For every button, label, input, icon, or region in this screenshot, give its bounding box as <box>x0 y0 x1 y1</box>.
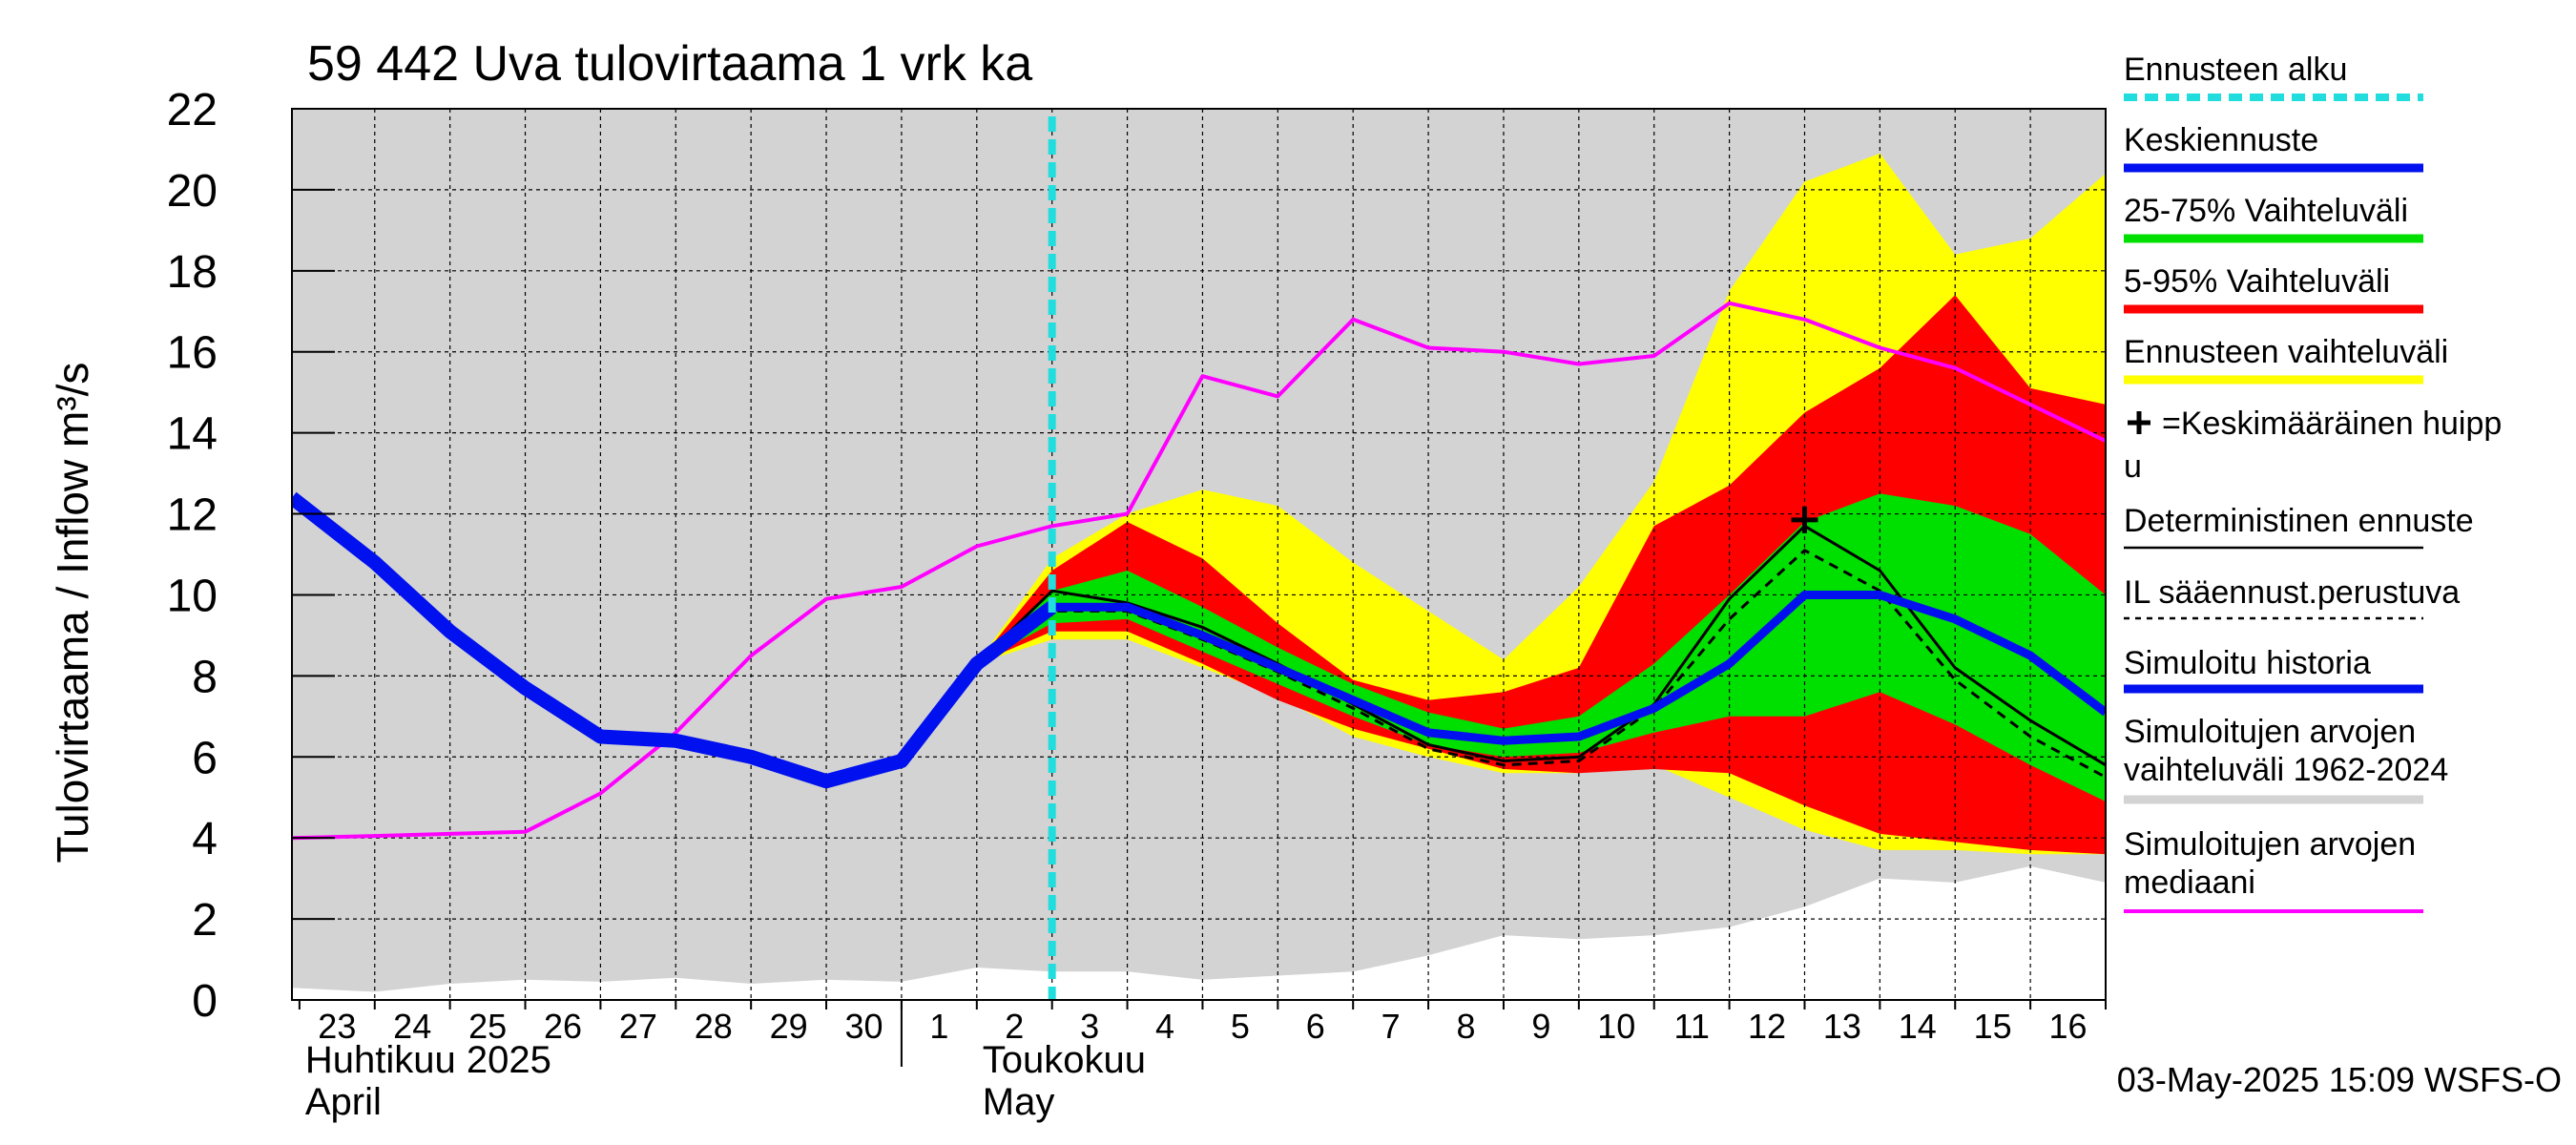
month-label-en: April <box>305 1081 382 1123</box>
legend-label: Keskiennuste <box>2124 122 2318 158</box>
x-tick-label: 15 <box>1974 1007 2012 1046</box>
legend-label: IL sääennust.perustuva <box>2124 574 2460 611</box>
x-tick-label: 16 <box>2049 1007 2088 1046</box>
il-forecast-line <box>975 548 2106 779</box>
p25-75-band <box>976 493 2106 802</box>
p5-95-band <box>976 295 2106 855</box>
plot-area <box>292 109 2106 1000</box>
median-line <box>292 301 2106 841</box>
x-tick-label: 9 <box>1531 1007 1550 1046</box>
y-axis-label: Tulovirtaama / Inflow m³/s <box>48 363 97 864</box>
legend-label: mediaani <box>2124 864 2255 901</box>
x-tick-label: 24 <box>393 1007 431 1046</box>
y-tick-label: 0 <box>192 976 218 1027</box>
y-tick-label: 8 <box>192 652 218 702</box>
chart-title: 59 442 Uva tulovirtaama 1 vrk ka <box>307 36 1032 92</box>
x-tick-label: 30 <box>844 1007 883 1046</box>
x-tick-label: 2 <box>1005 1007 1024 1046</box>
mean-forecast-line <box>974 591 2106 745</box>
legend-label: Deterministinen ennuste <box>2124 503 2474 539</box>
x-tick-label: 27 <box>619 1007 657 1046</box>
legend-label: Simuloitu historia <box>2124 645 2371 681</box>
x-tick-label: 7 <box>1381 1007 1401 1046</box>
legend-swatch-peak <box>2128 411 2150 434</box>
y-tick-label: 14 <box>167 409 218 460</box>
mean-peak-marker <box>1791 506 1818 533</box>
simulated-history-line <box>292 491 1057 789</box>
y-tick-label: 4 <box>192 814 218 864</box>
x-tick-label: 13 <box>1823 1007 1861 1046</box>
x-tick-label: 8 <box>1457 1007 1476 1046</box>
y-tick-label: 20 <box>167 166 218 217</box>
x-tick-label: 12 <box>1748 1007 1786 1046</box>
x-tick-label: 25 <box>468 1007 507 1046</box>
x-tick-label: 26 <box>544 1007 582 1046</box>
legend-label: 5-95% Vaihteluväli <box>2124 263 2390 300</box>
legend-label: 25-75% Vaihteluväli <box>2124 193 2408 229</box>
x-tick-label: 1 <box>929 1007 948 1046</box>
x-tick-label: 10 <box>1597 1007 1635 1046</box>
legend-label: Simuloitujen arvojen <box>2124 826 2416 863</box>
y-tick-label: 10 <box>167 571 218 621</box>
month-label-en: May <box>983 1081 1055 1123</box>
legend-label: =Keskimääräinen huipp <box>2162 406 2502 442</box>
legend-label: u <box>2124 448 2142 485</box>
legend-label: vaihteluväli 1962-2024 <box>2124 752 2448 788</box>
plot-frame <box>291 108 2107 1001</box>
y-tick-label: 18 <box>167 247 218 298</box>
x-tick-label: 4 <box>1155 1007 1174 1046</box>
legend-label: Ennusteen alku <box>2124 52 2347 88</box>
month-label-fi: Huhtikuu 2025 <box>305 1039 551 1081</box>
y-tick-label: 2 <box>192 895 218 946</box>
plot-content <box>292 109 2106 1000</box>
legend: Ennusteen alku Keskiennuste 25-75% Vaihtel… <box>2124 52 2502 913</box>
x-tick-label: 11 <box>1673 1007 1709 1046</box>
deterministic-line <box>975 524 2106 767</box>
x-tick-label: 23 <box>318 1007 356 1046</box>
x-tick-label: 14 <box>1899 1007 1937 1046</box>
y-tick-label: 12 <box>167 490 218 541</box>
timestamp: 03-May-2025 15:09 WSFS-O <box>2117 1060 2562 1099</box>
x-tick-label: 6 <box>1306 1007 1325 1046</box>
month-label-fi: Toukokuu <box>983 1039 1146 1081</box>
legend-label: Simuloitujen arvojen <box>2124 714 2416 750</box>
x-tick-label: 3 <box>1080 1007 1099 1046</box>
x-tick-label: 28 <box>695 1007 733 1046</box>
y-tick-label: 6 <box>192 733 218 783</box>
y-tick-label: 16 <box>167 328 218 379</box>
x-tick-label: 29 <box>770 1007 808 1046</box>
x-tick-label: 5 <box>1231 1007 1250 1046</box>
y-tick-label: 22 <box>167 85 218 135</box>
legend-label: Ennusteen vaihteluväli <box>2124 334 2448 370</box>
